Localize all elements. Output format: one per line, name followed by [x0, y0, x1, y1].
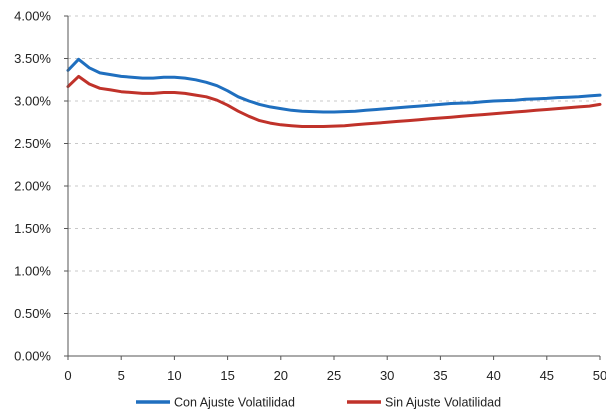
y-tick-label: 3.50% [14, 51, 51, 66]
x-tick-label: 50 [593, 368, 606, 383]
x-tick-label: 5 [118, 368, 125, 383]
x-tick-label: 0 [64, 368, 71, 383]
y-tick-label: 0.50% [14, 306, 51, 321]
x-tick-label: 15 [220, 368, 234, 383]
y-tick-label: 2.50% [14, 136, 51, 151]
x-tick-label: 30 [380, 368, 394, 383]
legend: Con Ajuste Volatilidad Sin Ajuste Volatil… [136, 396, 501, 410]
x-tick-label: 20 [274, 368, 288, 383]
x-tick-label: 40 [486, 368, 500, 383]
y-axis-ticks: 0.00% 0.50% 1.00% 1.50% 2.00% 2.50% 3.00% 3.50%… [14, 9, 68, 364]
x-tick-label: 35 [433, 368, 447, 383]
legend-label-2: Sin Ajuste Volatilidad [385, 396, 501, 410]
y-tick-label: 0.00% [14, 349, 51, 364]
x-axis-ticks: 0 5 10 15 20 25 30 35 40 45 50 [64, 356, 606, 383]
legend-label-1: Con Ajuste Volatilidad [174, 396, 295, 410]
x-tick-label: 25 [327, 368, 341, 383]
y-tick-label: 3.00% [14, 94, 51, 109]
y-tick-label: 4.00% [14, 9, 51, 24]
y-tick-label: 2.00% [14, 179, 51, 194]
x-tick-label: 45 [540, 368, 554, 383]
series-line-1 [66, 57, 602, 114]
x-tick-label: 10 [167, 368, 181, 383]
series-line-2 [66, 74, 602, 128]
series-lines [66, 57, 602, 128]
y-tick-label: 1.00% [14, 264, 51, 279]
grid-lines [68, 15, 600, 314]
y-tick-label: 1.50% [14, 221, 51, 236]
